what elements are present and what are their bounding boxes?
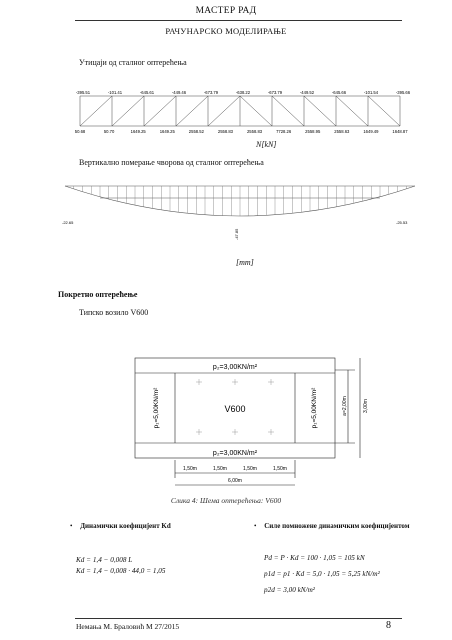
right-load-label: p₁=5,00KN/m² <box>311 387 318 429</box>
bottom-chord-force: 1649.49 <box>363 129 379 134</box>
top-chord-force: -101.54 <box>364 90 379 95</box>
header-rule <box>75 20 402 21</box>
top-chord-force: -395.51 <box>76 90 91 95</box>
vehicle-center-label: V600 <box>224 404 245 414</box>
right-title: Силе помножене динамичким коефицијентом <box>264 522 410 530</box>
dim-h-2: 1,50m <box>213 466 227 472</box>
bottom-chord-force: 2558.83 <box>218 129 234 134</box>
bottom-chord-force: 2558.95 <box>305 129 321 134</box>
top-chord-force: -645.61 <box>140 90 155 95</box>
top-chord-force: -673.79 <box>204 90 219 95</box>
top-chord-force: -645.66 <box>332 90 347 95</box>
document-subtitle: РАЧУНАРСКО МОДЕЛИРАЊЕ <box>165 26 287 36</box>
bottom-chord-force: 50.70 <box>104 129 115 134</box>
right-equation-1: Pd = P · Kd = 100 · 1,05 = 105 kN <box>264 554 365 562</box>
top-chord-force: -449.46 <box>172 90 187 95</box>
deflection-right-label: -25.53 <box>396 220 408 225</box>
dim-h-3: 1,50m <box>243 466 257 472</box>
bottom-chord-force: 2558.63 <box>334 129 350 134</box>
truss-diagonal <box>367 95 401 127</box>
truss-diagonal <box>335 95 369 127</box>
fig1-caption: Утицаји од сталног оптерећења <box>79 58 187 67</box>
page-number: 8 <box>386 620 391 631</box>
truss-diagonal <box>79 95 113 127</box>
top-chord-force: -101.41 <box>108 90 123 95</box>
left-equation-2: Kd = 1,4 − 0,008 · 44,0 = 1,05 <box>76 567 166 575</box>
deflection-diagram: -47.85 -22.65 -25.53 <box>62 185 416 240</box>
dim-a-label: a=2,00m <box>342 396 348 416</box>
vehicle-load-scheme: p₂=3,00KN/m² p₂=3,00KN/m² p₁=5,00KN/m² p… <box>134 357 369 486</box>
top-chord-force: -449.52 <box>300 90 315 95</box>
footer-author: Немања М. Браловић М 27/2015 <box>76 622 180 631</box>
top-chord-force: -673.79 <box>268 90 283 95</box>
left-equation-1: Kd = 1,4 − 0,008 L <box>76 556 133 564</box>
top-load-label: p₂=3,00KN/m² <box>213 364 258 371</box>
top-chord-force: -395.66 <box>396 90 410 95</box>
dim-total-h: 6,00m <box>228 478 242 484</box>
truss-diagonal <box>207 95 241 127</box>
left-title: Динамички коефицијент Kd <box>80 522 171 530</box>
left-load-label: p₁=5,00KN/m² <box>153 387 160 429</box>
figure-caption: Слика 4: Шема оптерећења: V600 <box>170 496 282 505</box>
fig2-caption: Вертикално померање чворова од сталног о… <box>79 158 264 167</box>
bottom-chord-force: 1649.25 <box>160 129 176 134</box>
right-equation-3: p2d = 3,00 kN/m² <box>264 586 315 594</box>
document-title: МАСТЕР РАД <box>195 6 257 16</box>
bottom-chord-force: 7728.26 <box>276 129 292 134</box>
dim-h-1: 1,50m <box>183 466 197 472</box>
deflection-mid-label: -47.85 <box>234 228 239 240</box>
truss-diagonal <box>271 95 305 127</box>
fig2-unit: [mm] <box>236 258 254 267</box>
dim-total-v-label: 3,00m <box>363 399 369 413</box>
bottom-chord-force: 2558.52 <box>189 129 205 134</box>
deflection-left-label: -22.65 <box>62 220 74 225</box>
top-chord-force: -638.22 <box>236 90 251 95</box>
fig1-unit: N[kN] <box>256 140 277 149</box>
bottom-load-label: p₂=3,00KN/m² <box>213 450 258 457</box>
truss-diagonal <box>239 95 273 127</box>
truss-force-diagram: -395.51 -101.41 -645.61 -449.46 -673.79 -638.… <box>75 90 410 134</box>
right-equation-2: p1d = p1 · Kd = 5,0 · 1,05 = 5,25 kN/m² <box>264 570 380 578</box>
dim-h-4: 1,50m <box>273 466 287 472</box>
footer-rule <box>75 618 402 619</box>
truss-diagonal <box>111 95 145 127</box>
bullet-dot: • <box>70 522 73 530</box>
truss-diagonal <box>303 95 337 127</box>
bullet-right: • Силе помножене динамичким коефицијенто… <box>254 522 424 530</box>
truss-diagonal <box>143 95 177 127</box>
bullet-dot: • <box>254 522 257 530</box>
section-subheading: Типско возило V600 <box>79 308 149 317</box>
bottom-chord-force: 1649.25 <box>131 129 147 134</box>
section-heading: Покретно оптерећење <box>58 290 138 299</box>
bottom-chord-force: 1648.87 <box>392 129 408 134</box>
bullet-left: • Динамички коефицијент Kd <box>70 522 171 530</box>
bottom-chord-force: 2558.83 <box>247 129 263 134</box>
bottom-chord-force: 50.68 <box>75 129 86 134</box>
truss-diagonal <box>175 95 209 127</box>
